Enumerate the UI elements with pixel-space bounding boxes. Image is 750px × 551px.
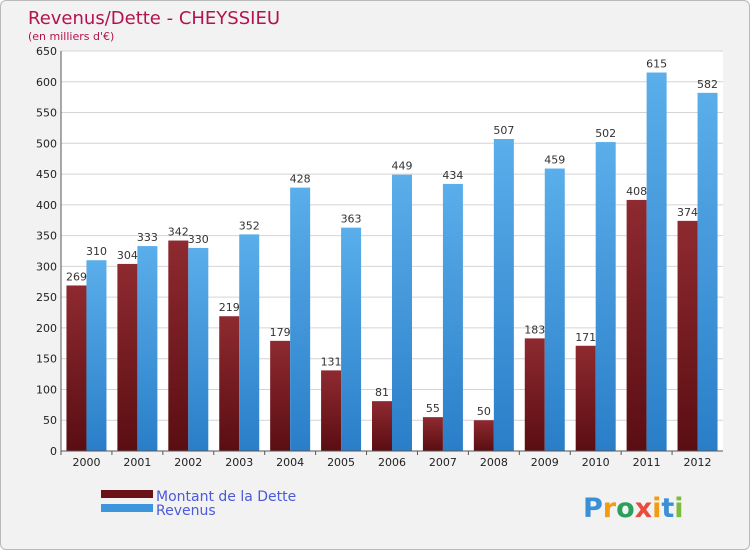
- data-label-debt: 179: [270, 326, 291, 339]
- bar-revenus: [697, 92, 718, 451]
- bar-revenus: [392, 174, 412, 451]
- y-tick-label: 300: [36, 260, 57, 273]
- bar-revenus: [493, 139, 514, 451]
- data-label-debt: 342: [168, 226, 189, 239]
- x-tick-label: 2000: [72, 456, 100, 469]
- bar-revenus: [442, 183, 463, 451]
- x-tick-label: 2011: [633, 456, 661, 469]
- bar-debt: [321, 370, 342, 451]
- x-tick-label: 2002: [174, 456, 202, 469]
- bar-debt: [575, 345, 596, 451]
- logo-letter: x: [635, 493, 652, 524]
- logo-letter: r: [603, 493, 617, 524]
- x-tick-label: 2006: [378, 456, 406, 469]
- bar-debt: [473, 420, 494, 451]
- y-tick-label: 450: [36, 168, 57, 181]
- bar-revenus: [595, 142, 616, 452]
- bar-debt: [677, 220, 698, 451]
- bar-revenus: [341, 227, 362, 451]
- x-tick-label: 2008: [480, 456, 508, 469]
- data-label-debt: 55: [426, 402, 440, 415]
- bar-debt: [422, 417, 443, 451]
- data-label-debt: 408: [626, 185, 647, 198]
- bar-revenus: [239, 234, 260, 451]
- data-label-debt: 219: [219, 301, 240, 314]
- x-tick-label: 2004: [276, 456, 304, 469]
- bar-debt: [372, 401, 392, 451]
- data-label-revenus: 330: [188, 233, 209, 246]
- legend-swatch-revenus: [101, 504, 153, 512]
- data-label-debt: 304: [117, 249, 138, 262]
- logo-letter: P: [583, 493, 603, 524]
- x-tick-label: 2007: [429, 456, 457, 469]
- x-tick-label: 2001: [123, 456, 151, 469]
- bar-debt: [168, 240, 189, 451]
- y-tick-label: 400: [36, 199, 57, 212]
- legend: Montant de la Dette Revenus: [101, 489, 296, 519]
- y-tick-label: 550: [36, 107, 57, 120]
- y-tick-label: 350: [36, 230, 57, 243]
- bar-debt: [626, 199, 647, 451]
- bar-revenus: [137, 246, 158, 451]
- data-label-revenus: 507: [493, 124, 514, 137]
- bar-debt: [117, 263, 138, 451]
- y-tick-label: 600: [36, 76, 57, 89]
- bar-debt: [219, 316, 240, 451]
- data-label-debt: 50: [477, 405, 491, 418]
- data-label-debt: 183: [524, 323, 545, 336]
- y-tick-label: 650: [36, 45, 57, 58]
- y-tick-label: 50: [43, 414, 57, 427]
- x-tick-label: 2003: [225, 456, 253, 469]
- data-label-debt: 131: [321, 355, 342, 368]
- bar-debt: [524, 338, 545, 451]
- logo-letter: i: [652, 493, 661, 524]
- logo-letter: t: [661, 493, 674, 524]
- data-label-revenus: 428: [290, 173, 311, 186]
- bar-revenus: [86, 260, 107, 451]
- x-tick-label: 2009: [531, 456, 559, 469]
- data-label-revenus: 582: [697, 78, 718, 91]
- legend-label-revenus: Revenus: [156, 503, 216, 519]
- bar-revenus: [290, 187, 311, 451]
- logo-letter: i: [674, 493, 683, 524]
- bar-revenus: [544, 168, 565, 452]
- data-label-debt: 81: [375, 386, 389, 399]
- legend-label-debt: Montant de la Dette: [156, 489, 296, 505]
- y-tick-label: 0: [50, 445, 57, 458]
- proxiti-logo: Proxiti: [583, 493, 684, 524]
- data-label-revenus: 363: [341, 213, 362, 226]
- y-tick-label: 200: [36, 322, 57, 335]
- y-tick-label: 100: [36, 383, 57, 396]
- data-label-debt: 269: [66, 270, 87, 283]
- bar-revenus: [188, 247, 209, 451]
- bar-revenus: [646, 72, 667, 452]
- data-label-revenus: 459: [544, 154, 565, 167]
- chart-title: Revenus/Dette - CHEYSSIEU: [28, 8, 280, 29]
- data-label-revenus: 615: [646, 58, 667, 71]
- chart-subtitle: (en milliers d'€): [28, 30, 114, 43]
- x-tick-label: 2005: [327, 456, 355, 469]
- data-label-revenus: 310: [86, 245, 107, 258]
- data-label-revenus: 502: [595, 127, 616, 140]
- bar-debt: [270, 340, 291, 451]
- data-label-debt: 374: [677, 206, 698, 219]
- data-label-revenus: 352: [239, 219, 260, 232]
- data-label-revenus: 333: [137, 231, 158, 244]
- data-label-revenus: 449: [392, 160, 413, 173]
- legend-swatch-debt: [101, 490, 153, 498]
- data-label-revenus: 434: [442, 169, 463, 182]
- data-label-debt: 171: [575, 331, 596, 344]
- y-tick-label: 250: [36, 291, 57, 304]
- x-tick-label: 2010: [582, 456, 610, 469]
- logo-letter: o: [616, 493, 635, 524]
- x-tick-label: 2012: [684, 456, 712, 469]
- bar-debt: [66, 285, 87, 451]
- y-tick-label: 150: [36, 353, 57, 366]
- y-tick-label: 500: [36, 137, 57, 150]
